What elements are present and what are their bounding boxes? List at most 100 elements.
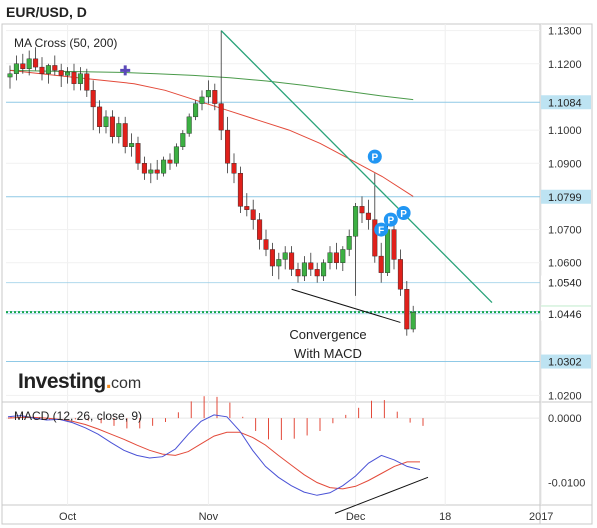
pattern-marker-label: P (400, 209, 407, 220)
price-level-box (541, 354, 591, 369)
y-tick-label: 1.0200 (548, 390, 582, 402)
candle-body (122, 123, 128, 147)
candle-body (276, 259, 282, 267)
price-level-label: 1.0302 (548, 357, 582, 369)
chart-frame (1, 23, 593, 525)
y-tick-label: 1.1300 (548, 26, 582, 38)
y-tick-label: 1.1000 (548, 125, 582, 137)
candle-body (97, 106, 103, 127)
ma-cross-marker (120, 65, 131, 76)
candle-body (173, 146, 179, 164)
candle-body (141, 163, 147, 174)
candle-body (295, 269, 301, 277)
x-tick-label: 18 (439, 511, 451, 523)
y-tick-label: 1.1200 (548, 59, 582, 71)
candle-body (129, 143, 135, 147)
candle-body (308, 262, 314, 270)
candle-body (71, 71, 77, 84)
price-level-label: 1.0446 (548, 309, 582, 321)
logo-main: Investing (18, 370, 106, 393)
resistance-trendline (220, 30, 493, 303)
candle-body (263, 239, 269, 250)
candle-body (244, 206, 250, 210)
candle-body (372, 219, 378, 257)
chart-title: EUR/USD, D (6, 4, 87, 20)
candle-body (205, 90, 211, 98)
candle-body (199, 96, 205, 104)
candle-body (26, 58, 32, 69)
candle-body (180, 133, 186, 147)
candle-body (84, 73, 90, 91)
candle-body (33, 58, 39, 68)
candle-body (212, 90, 218, 104)
candle-body (7, 73, 13, 78)
candle-body (269, 249, 275, 267)
pattern-marker-label: F (378, 226, 384, 237)
ma-cross-label: MA Cross (50, 200) (14, 36, 118, 50)
candle-body (116, 123, 122, 137)
candle-body (282, 252, 288, 260)
price-level-label: 1.1084 (548, 97, 582, 109)
candle-body (193, 103, 199, 118)
candle-body (404, 289, 410, 330)
candle-body (250, 209, 256, 220)
candle-body (109, 116, 115, 137)
macd-y-tick-label: -0.0100 (548, 477, 585, 489)
candle-body (385, 229, 391, 273)
candle-body (90, 90, 96, 108)
candle-body (353, 206, 359, 237)
candle-body (225, 129, 231, 164)
candle-body (154, 169, 160, 174)
candle-body (321, 262, 327, 277)
candle-body (135, 143, 141, 164)
candle-body (327, 252, 333, 263)
candle-body (45, 65, 51, 74)
price-level-box (541, 95, 591, 110)
x-tick-label: 2017 (529, 511, 553, 523)
candle-body (231, 163, 237, 174)
macd-line (7, 414, 421, 496)
annotation-line-1: Convergence (289, 327, 367, 342)
annotation-line-2: With MACD (294, 346, 362, 361)
candle-body (167, 159, 173, 164)
y-tick-label: 1.0700 (548, 225, 582, 237)
candle-body (13, 63, 19, 74)
candle-body (397, 259, 403, 290)
annotation-convergence: Convergence With MACD (268, 325, 388, 363)
candle-body (378, 255, 384, 273)
candle-body (314, 269, 320, 277)
candle-body (289, 252, 295, 270)
price-level-label: 1.0540 (548, 278, 582, 290)
pattern-marker-label: P (387, 216, 394, 227)
candle-body (237, 173, 243, 207)
pattern-marker (383, 212, 398, 227)
candle-body (52, 65, 58, 71)
investing-logo: Investing.com (18, 370, 142, 393)
candle-body (333, 252, 339, 263)
candle-body (186, 116, 192, 134)
ma200-line (9, 69, 414, 101)
pattern-marker (374, 222, 389, 237)
candle-body (77, 73, 83, 84)
price-level-box (541, 306, 591, 321)
ma50-line (9, 69, 414, 197)
candle-body (346, 236, 352, 250)
logo-suffix: com (111, 375, 142, 392)
candle-body (301, 262, 307, 277)
price-level-box (541, 189, 591, 204)
candle-body (20, 63, 26, 69)
x-tick-label: Dec (346, 511, 366, 523)
candle-body (340, 249, 346, 263)
candle-body (391, 229, 397, 260)
x-tick-label: Nov (199, 511, 219, 523)
y-tick-label: 1.0900 (548, 158, 582, 170)
candle-body (410, 311, 416, 330)
pattern-marker (396, 206, 411, 220)
pattern-marker (367, 149, 382, 164)
macd-label: MACD (12, 26, close, 9) (14, 409, 143, 423)
price-level-label: 1.0799 (548, 192, 582, 204)
candle-body (65, 71, 71, 76)
x-tick-label: Oct (59, 511, 76, 523)
candle-body (365, 212, 371, 220)
